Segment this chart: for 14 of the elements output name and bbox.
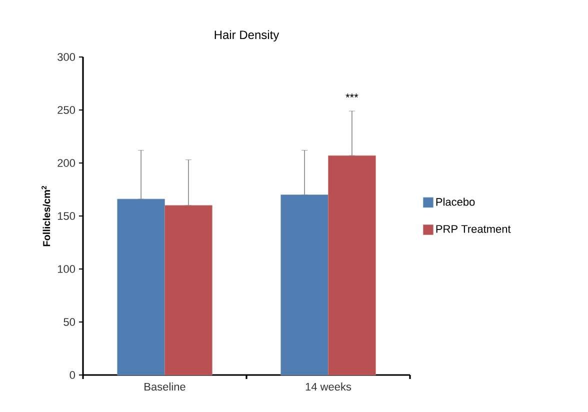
legend-label: PRP Treatment bbox=[436, 225, 511, 233]
x-tick-label: Baseline bbox=[144, 382, 186, 391]
y-tick-label: 0 bbox=[70, 371, 76, 379]
x-tick-label: 14 weeks bbox=[306, 382, 352, 391]
legend-label: Placebo bbox=[436, 198, 475, 206]
y-axis-title: Follicles/cm$^{2}$ bbox=[42, 186, 50, 246]
y-tick-label: 250 bbox=[58, 106, 76, 114]
y-tick-label: 150 bbox=[58, 212, 76, 220]
chart-title: Hair Density bbox=[214, 30, 280, 42]
annotation: *** bbox=[346, 94, 358, 98]
y-tick-label: 200 bbox=[58, 159, 76, 167]
y-tick-label: 100 bbox=[58, 265, 76, 273]
y-tick-label: 50 bbox=[64, 318, 76, 326]
y-tick-label: 300 bbox=[58, 53, 76, 61]
